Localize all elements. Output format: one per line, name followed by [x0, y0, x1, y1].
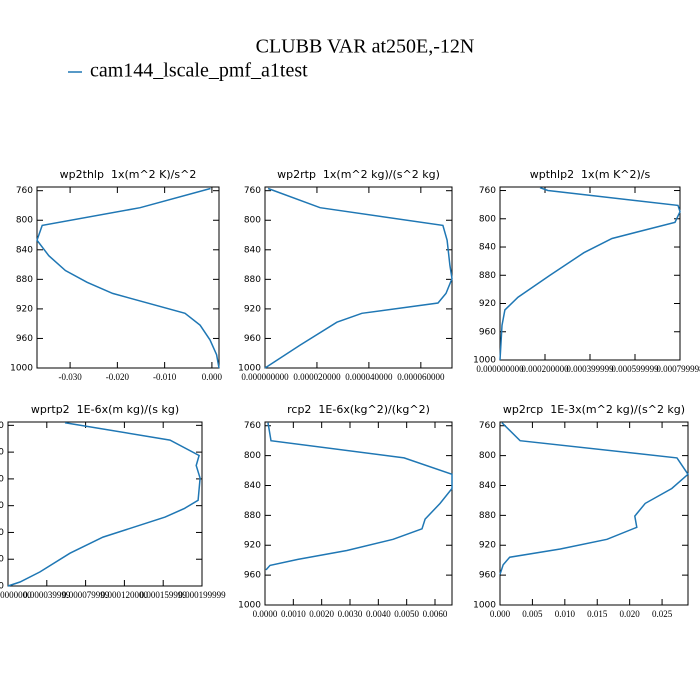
- y-tick-label: 960: [244, 571, 261, 581]
- y-tick-label: 840: [479, 243, 496, 253]
- y-tick-label: 960: [479, 571, 496, 581]
- x-tick-label: -0.030: [58, 372, 82, 382]
- y-tick-label: 920: [479, 541, 496, 551]
- y-tick-label: 840: [0, 474, 4, 484]
- plot-frame: [264, 421, 453, 606]
- y-tick-label: 800: [479, 214, 496, 224]
- x-tick-label: 0.000599999: [611, 364, 659, 374]
- y-tick-label: 760: [479, 421, 496, 431]
- x-tick-label: 0.0030: [338, 609, 363, 619]
- x-tick-label: 0.000000000: [0, 590, 32, 600]
- x-tick-label: 0.0060: [423, 609, 448, 619]
- y-tick-label: 840: [244, 481, 261, 491]
- x-tick-label: 0.0010: [281, 609, 306, 619]
- x-tick-label: 0.000799998: [656, 364, 700, 374]
- x-tick-label: 0.000000000: [241, 372, 289, 382]
- y-tick-label: 760: [479, 186, 496, 196]
- plot-frame: [36, 186, 220, 369]
- panel-title: rcp2 1E-6x(kg^2)/(kg^2): [287, 403, 430, 416]
- y-tick-label: 800: [0, 448, 4, 458]
- y-tick-label: 800: [479, 451, 496, 461]
- x-tick-label: 0.010: [555, 609, 576, 619]
- x-tick-label: 0.000000000: [476, 364, 524, 374]
- y-tick-label: 1000: [238, 601, 261, 611]
- y-tick-label: 840: [16, 245, 33, 255]
- x-tick-label: 0.000040000: [345, 372, 393, 382]
- profile-line: [264, 187, 453, 369]
- y-tick-label: 800: [244, 216, 261, 226]
- y-tick-label: 760: [16, 186, 33, 196]
- y-tick-label: 880: [0, 501, 4, 511]
- y-tick-label: 880: [479, 271, 496, 281]
- y-tick-label: 920: [0, 528, 4, 538]
- x-tick-label: 0.0050: [394, 609, 419, 619]
- y-tick-label: 960: [479, 327, 496, 337]
- x-tick-label: 0.000: [490, 609, 511, 619]
- x-tick-label: 0.000060000: [397, 372, 445, 382]
- panel-title: wp2rtp 1x(m^2 kg)/(s^2 kg): [277, 168, 440, 181]
- x-tick-label: 0.000159999: [140, 590, 188, 600]
- plot-frame: [499, 421, 689, 606]
- panel-title: wp2thlp 1x(m^2 K)/s^2: [60, 168, 197, 181]
- x-tick-label: 0.015: [587, 609, 608, 619]
- y-tick-label: 840: [479, 481, 496, 491]
- profile-line: [36, 187, 220, 369]
- y-tick-label: 880: [244, 511, 261, 521]
- x-tick-label: 0.0020: [309, 609, 334, 619]
- x-tick-label: 0.0000: [253, 609, 278, 619]
- profile-line: [7, 421, 201, 587]
- main-title: CLUBB VAR at250E,-12N: [256, 36, 475, 58]
- y-tick-label: 1000: [473, 356, 496, 366]
- y-tick-label: 800: [16, 216, 33, 226]
- profile-line: [265, 422, 453, 571]
- y-tick-label: 760: [244, 186, 261, 196]
- y-tick-label: 760: [244, 421, 261, 431]
- x-tick-label: 0.000399999: [566, 364, 614, 374]
- y-tick-label: 800: [244, 451, 261, 461]
- panel-title: wprtp2 1E-6x(m kg)/(s kg): [31, 403, 179, 416]
- y-tick-label: 960: [16, 334, 33, 344]
- legend-label: cam144_lscale_pmf_a1test: [90, 60, 308, 82]
- x-tick-label: 0.000120000: [101, 590, 149, 600]
- y-tick-label: 920: [244, 541, 261, 551]
- y-tick-label: 920: [16, 304, 33, 314]
- x-tick-label: 0.000020000: [293, 372, 341, 382]
- panel-title: wp2rcp 1E-3x(m^2 kg)/(s^2 kg): [503, 403, 685, 416]
- x-tick-label: 0.005: [522, 609, 543, 619]
- x-tick-label: 0.020: [620, 609, 641, 619]
- y-tick-label: 1000: [10, 364, 33, 374]
- y-tick-label: 880: [16, 275, 33, 285]
- profile-line: [499, 422, 689, 575]
- y-tick-label: 1000: [238, 364, 261, 374]
- x-tick-label: 0.000079999: [62, 590, 110, 600]
- y-tick-label: 880: [244, 275, 261, 285]
- y-tick-label: 960: [244, 334, 261, 344]
- x-tick-label: 0.000200000: [521, 364, 569, 374]
- x-tick-label: 0.000039999: [23, 590, 71, 600]
- y-tick-label: 1000: [0, 582, 4, 592]
- x-tick-label: 0.000199999: [178, 590, 226, 600]
- y-tick-label: 1000: [473, 601, 496, 611]
- y-tick-label: 760: [0, 421, 4, 431]
- y-tick-label: 840: [244, 245, 261, 255]
- y-tick-label: 920: [479, 299, 496, 309]
- x-tick-label: 0.025: [652, 609, 673, 619]
- x-tick-label: 0.000: [202, 372, 223, 382]
- profile-line: [499, 186, 681, 361]
- plot-frame: [7, 421, 203, 587]
- y-tick-label: 920: [244, 304, 261, 314]
- y-tick-label: 880: [479, 511, 496, 521]
- x-tick-label: 0.0040: [366, 609, 391, 619]
- x-tick-label: -0.020: [106, 372, 130, 382]
- panel-title: wpthlp2 1x(m K^2)/s: [530, 168, 651, 181]
- x-tick-label: -0.010: [153, 372, 177, 382]
- y-tick-label: 960: [0, 555, 4, 565]
